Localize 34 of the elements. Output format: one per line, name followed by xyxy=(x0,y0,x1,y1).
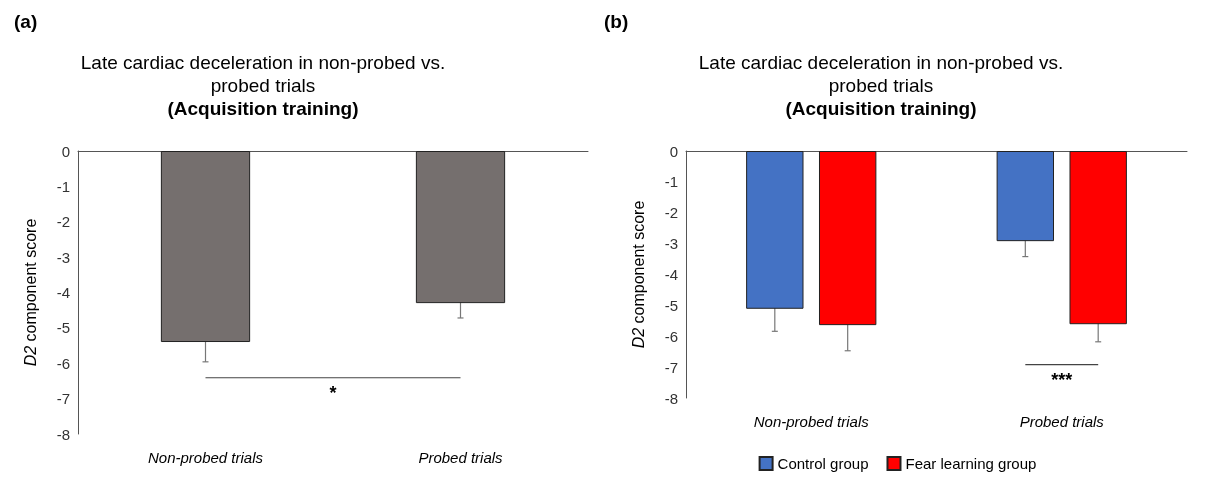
y-axis-title: D2 component score xyxy=(629,200,647,349)
chart-title: Late cardiac deceleration in non-probed vs. probed trials xyxy=(698,52,1064,96)
y-tick-label: -4 xyxy=(664,266,678,283)
y-tick-label: -8 xyxy=(664,389,678,407)
y-tick-label: -3 xyxy=(664,235,678,253)
y-tick-label: -8 xyxy=(56,425,70,443)
y-tick-label: -5 xyxy=(664,296,678,314)
x-tick-label: Probed trials xyxy=(418,449,504,466)
text: (b) xyxy=(604,11,629,32)
annotation: * xyxy=(329,382,337,403)
chart-subtitle: (Acquisition training) xyxy=(785,98,977,119)
y-tick-label: -6 xyxy=(56,354,70,372)
text: (a) xyxy=(14,11,38,32)
annotation: *** xyxy=(1051,369,1073,390)
y-tick-label: -5 xyxy=(56,319,70,337)
y-tick-label: 0 xyxy=(669,142,678,160)
y-tick-label: -2 xyxy=(664,204,678,222)
chart-subtitle: (Acquisition training) xyxy=(167,98,359,119)
y-tick-label: -1 xyxy=(664,173,678,191)
y-tick-label: -2 xyxy=(56,213,70,231)
legend-label: Control group xyxy=(777,455,869,472)
y-tick-label: -1 xyxy=(56,177,70,195)
y-tick-label: 0 xyxy=(61,142,70,160)
y-axis-title: D2 component score xyxy=(21,218,39,367)
y-tick-label: -7 xyxy=(56,390,70,408)
x-tick-label: Probed trials xyxy=(1019,413,1105,430)
x-tick-label: Non-probed trials xyxy=(147,449,264,466)
y-tick-label: -4 xyxy=(56,284,70,301)
y-tick-label: -6 xyxy=(664,327,678,345)
legend-label: Fear learning group xyxy=(905,455,1037,472)
chart-title: Late cardiac deceleration in non-probed vs. probed trials xyxy=(80,52,446,96)
x-tick-label: Non-probed trials xyxy=(753,413,870,430)
y-tick-label: -7 xyxy=(664,358,678,376)
y-tick-label: -3 xyxy=(56,248,70,266)
